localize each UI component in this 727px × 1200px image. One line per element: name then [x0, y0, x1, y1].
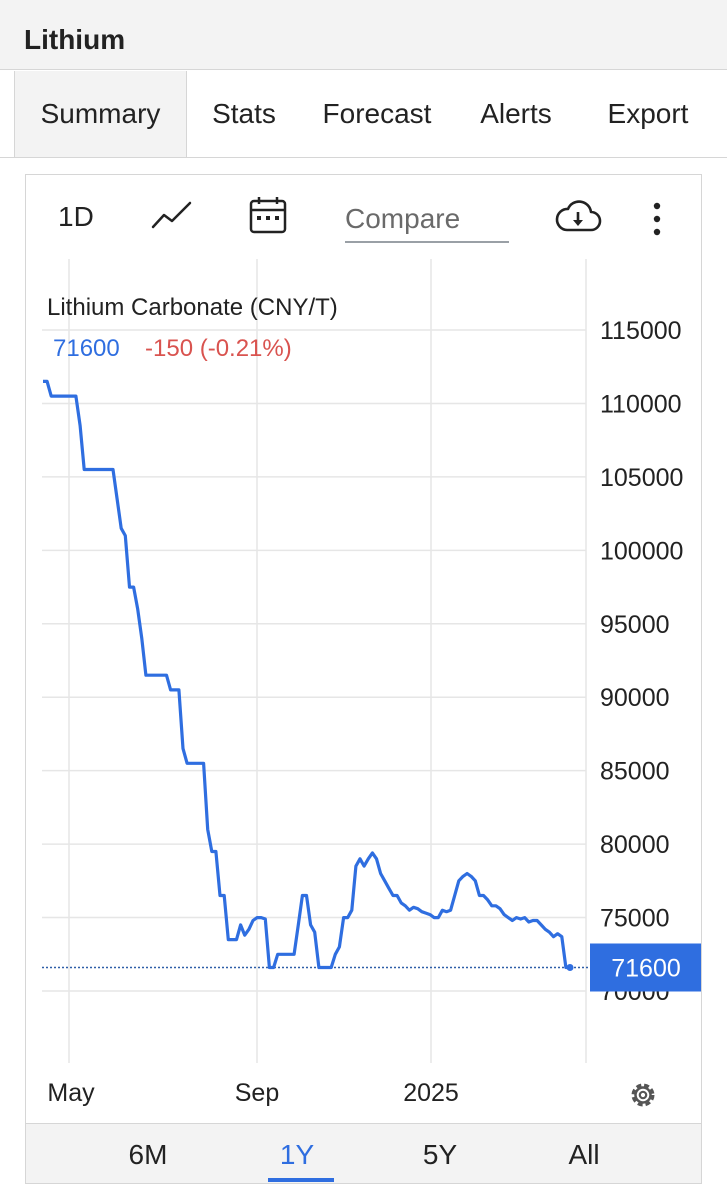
x-tick-label: 2025 [403, 1079, 459, 1107]
y-tick-label: 100000 [600, 537, 683, 565]
tab-export[interactable]: Export [607, 98, 689, 129]
cloud-download-icon[interactable] [554, 199, 602, 235]
last-price-dot [566, 963, 574, 971]
last-price-tag [590, 943, 701, 992]
range-6m-button[interactable]: 6M [128, 1139, 168, 1170]
more-vertical-icon[interactable] [650, 201, 664, 237]
price-change: -150 (-0.21%) [145, 335, 292, 362]
tab-bar-divider [0, 157, 727, 158]
y-tick-label: 75000 [600, 905, 670, 933]
app-title: Lithium [24, 24, 126, 55]
price-chart[interactable]: 7000075000800008500090000950001000001050… [26, 175, 701, 1121]
y-tick-label: 115000 [600, 317, 682, 345]
line-chart-icon[interactable] [150, 197, 194, 233]
last-price-tag-label: 71600 [611, 954, 681, 982]
instrument-name: Lithium Carbonate (CNY/T) [47, 294, 338, 321]
y-tick-label: 95000 [600, 611, 670, 639]
app-header: Lithium [0, 0, 727, 70]
last-price: 71600 [53, 335, 120, 362]
x-tick-label: May [47, 1079, 95, 1107]
tab-forecast[interactable]: Forecast [322, 98, 432, 129]
tab-bar: Summary Stats Forecast Alerts Export [14, 71, 727, 157]
chart-card: 1D 7000075000800008500090000950001000001… [25, 174, 702, 1184]
tab-summary[interactable]: Summary [14, 71, 187, 157]
range-1y-button[interactable]: 1Y [279, 1139, 315, 1170]
range-all-button[interactable]: All [568, 1139, 600, 1170]
compare-input[interactable] [345, 199, 505, 239]
calendar-icon[interactable] [248, 195, 288, 235]
x-tick-label: Sep [235, 1079, 279, 1107]
tab-alerts[interactable]: Alerts [480, 98, 552, 129]
y-tick-label: 85000 [600, 758, 670, 786]
y-tick-label: 105000 [600, 464, 683, 492]
y-tick-label: 110000 [600, 390, 682, 418]
active-range-indicator [268, 1178, 334, 1182]
y-tick-label: 80000 [600, 831, 670, 859]
gear-icon[interactable] [631, 1083, 655, 1107]
interval-button[interactable]: 1D [58, 201, 94, 232]
range-5y-button[interactable]: 5Y [422, 1139, 458, 1170]
tab-stats[interactable]: Stats [212, 98, 276, 129]
range-selector: 6M 1Y 5Y All [26, 1123, 701, 1183]
y-tick-label: 90000 [600, 684, 670, 712]
price-series-line [43, 379, 570, 970]
compare-field[interactable] [345, 199, 509, 243]
